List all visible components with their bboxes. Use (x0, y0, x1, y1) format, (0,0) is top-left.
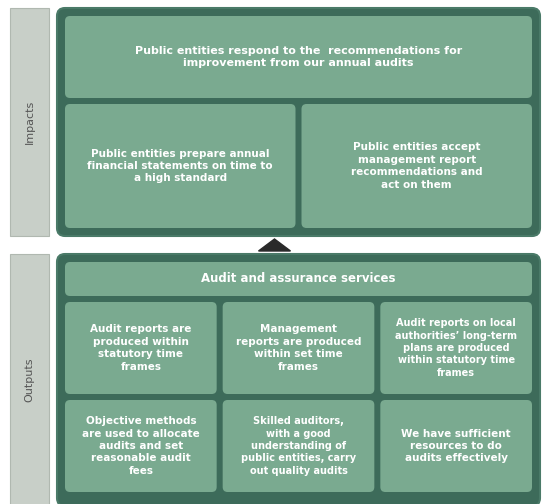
FancyBboxPatch shape (65, 16, 532, 98)
FancyBboxPatch shape (380, 302, 532, 394)
FancyBboxPatch shape (10, 8, 49, 236)
FancyBboxPatch shape (223, 400, 374, 492)
Text: Audit reports are
produced within
statutory time
frames: Audit reports are produced within statut… (90, 325, 192, 371)
FancyBboxPatch shape (223, 302, 374, 394)
Polygon shape (259, 239, 290, 251)
Text: Outputs: Outputs (25, 358, 35, 402)
FancyBboxPatch shape (301, 104, 532, 228)
Text: We have sufficient
resources to do
audits effectively: We have sufficient resources to do audit… (401, 428, 511, 463)
FancyBboxPatch shape (380, 400, 532, 492)
Text: Public entities accept
management report
recommendations and
act on them: Public entities accept management report… (351, 143, 483, 190)
Text: Public entities prepare annual
financial statements on time to
a high standard: Public entities prepare annual financial… (87, 149, 273, 183)
Text: Audit and assurance services: Audit and assurance services (201, 273, 396, 285)
Text: Audit reports on local
authorities’ long-term
plans are produced
within statutor: Audit reports on local authorities’ long… (395, 318, 517, 378)
FancyBboxPatch shape (65, 302, 217, 394)
Text: Objective methods
are used to allocate
audits and set
reasonable audit
fees: Objective methods are used to allocate a… (82, 416, 200, 476)
Text: Skilled auditors,
with a good
understanding of
public entities, carry
out qualit: Skilled auditors, with a good understand… (241, 416, 356, 476)
FancyBboxPatch shape (57, 254, 540, 504)
FancyBboxPatch shape (57, 8, 540, 236)
Text: Management
reports are produced
within set time
frames: Management reports are produced within s… (236, 325, 361, 371)
Text: Public entities respond to the  recommendations for
improvement from our annual : Public entities respond to the recommend… (135, 46, 462, 68)
Text: Impacts: Impacts (25, 100, 35, 144)
FancyBboxPatch shape (65, 104, 295, 228)
FancyBboxPatch shape (10, 254, 49, 504)
FancyBboxPatch shape (65, 400, 217, 492)
FancyBboxPatch shape (65, 262, 532, 296)
